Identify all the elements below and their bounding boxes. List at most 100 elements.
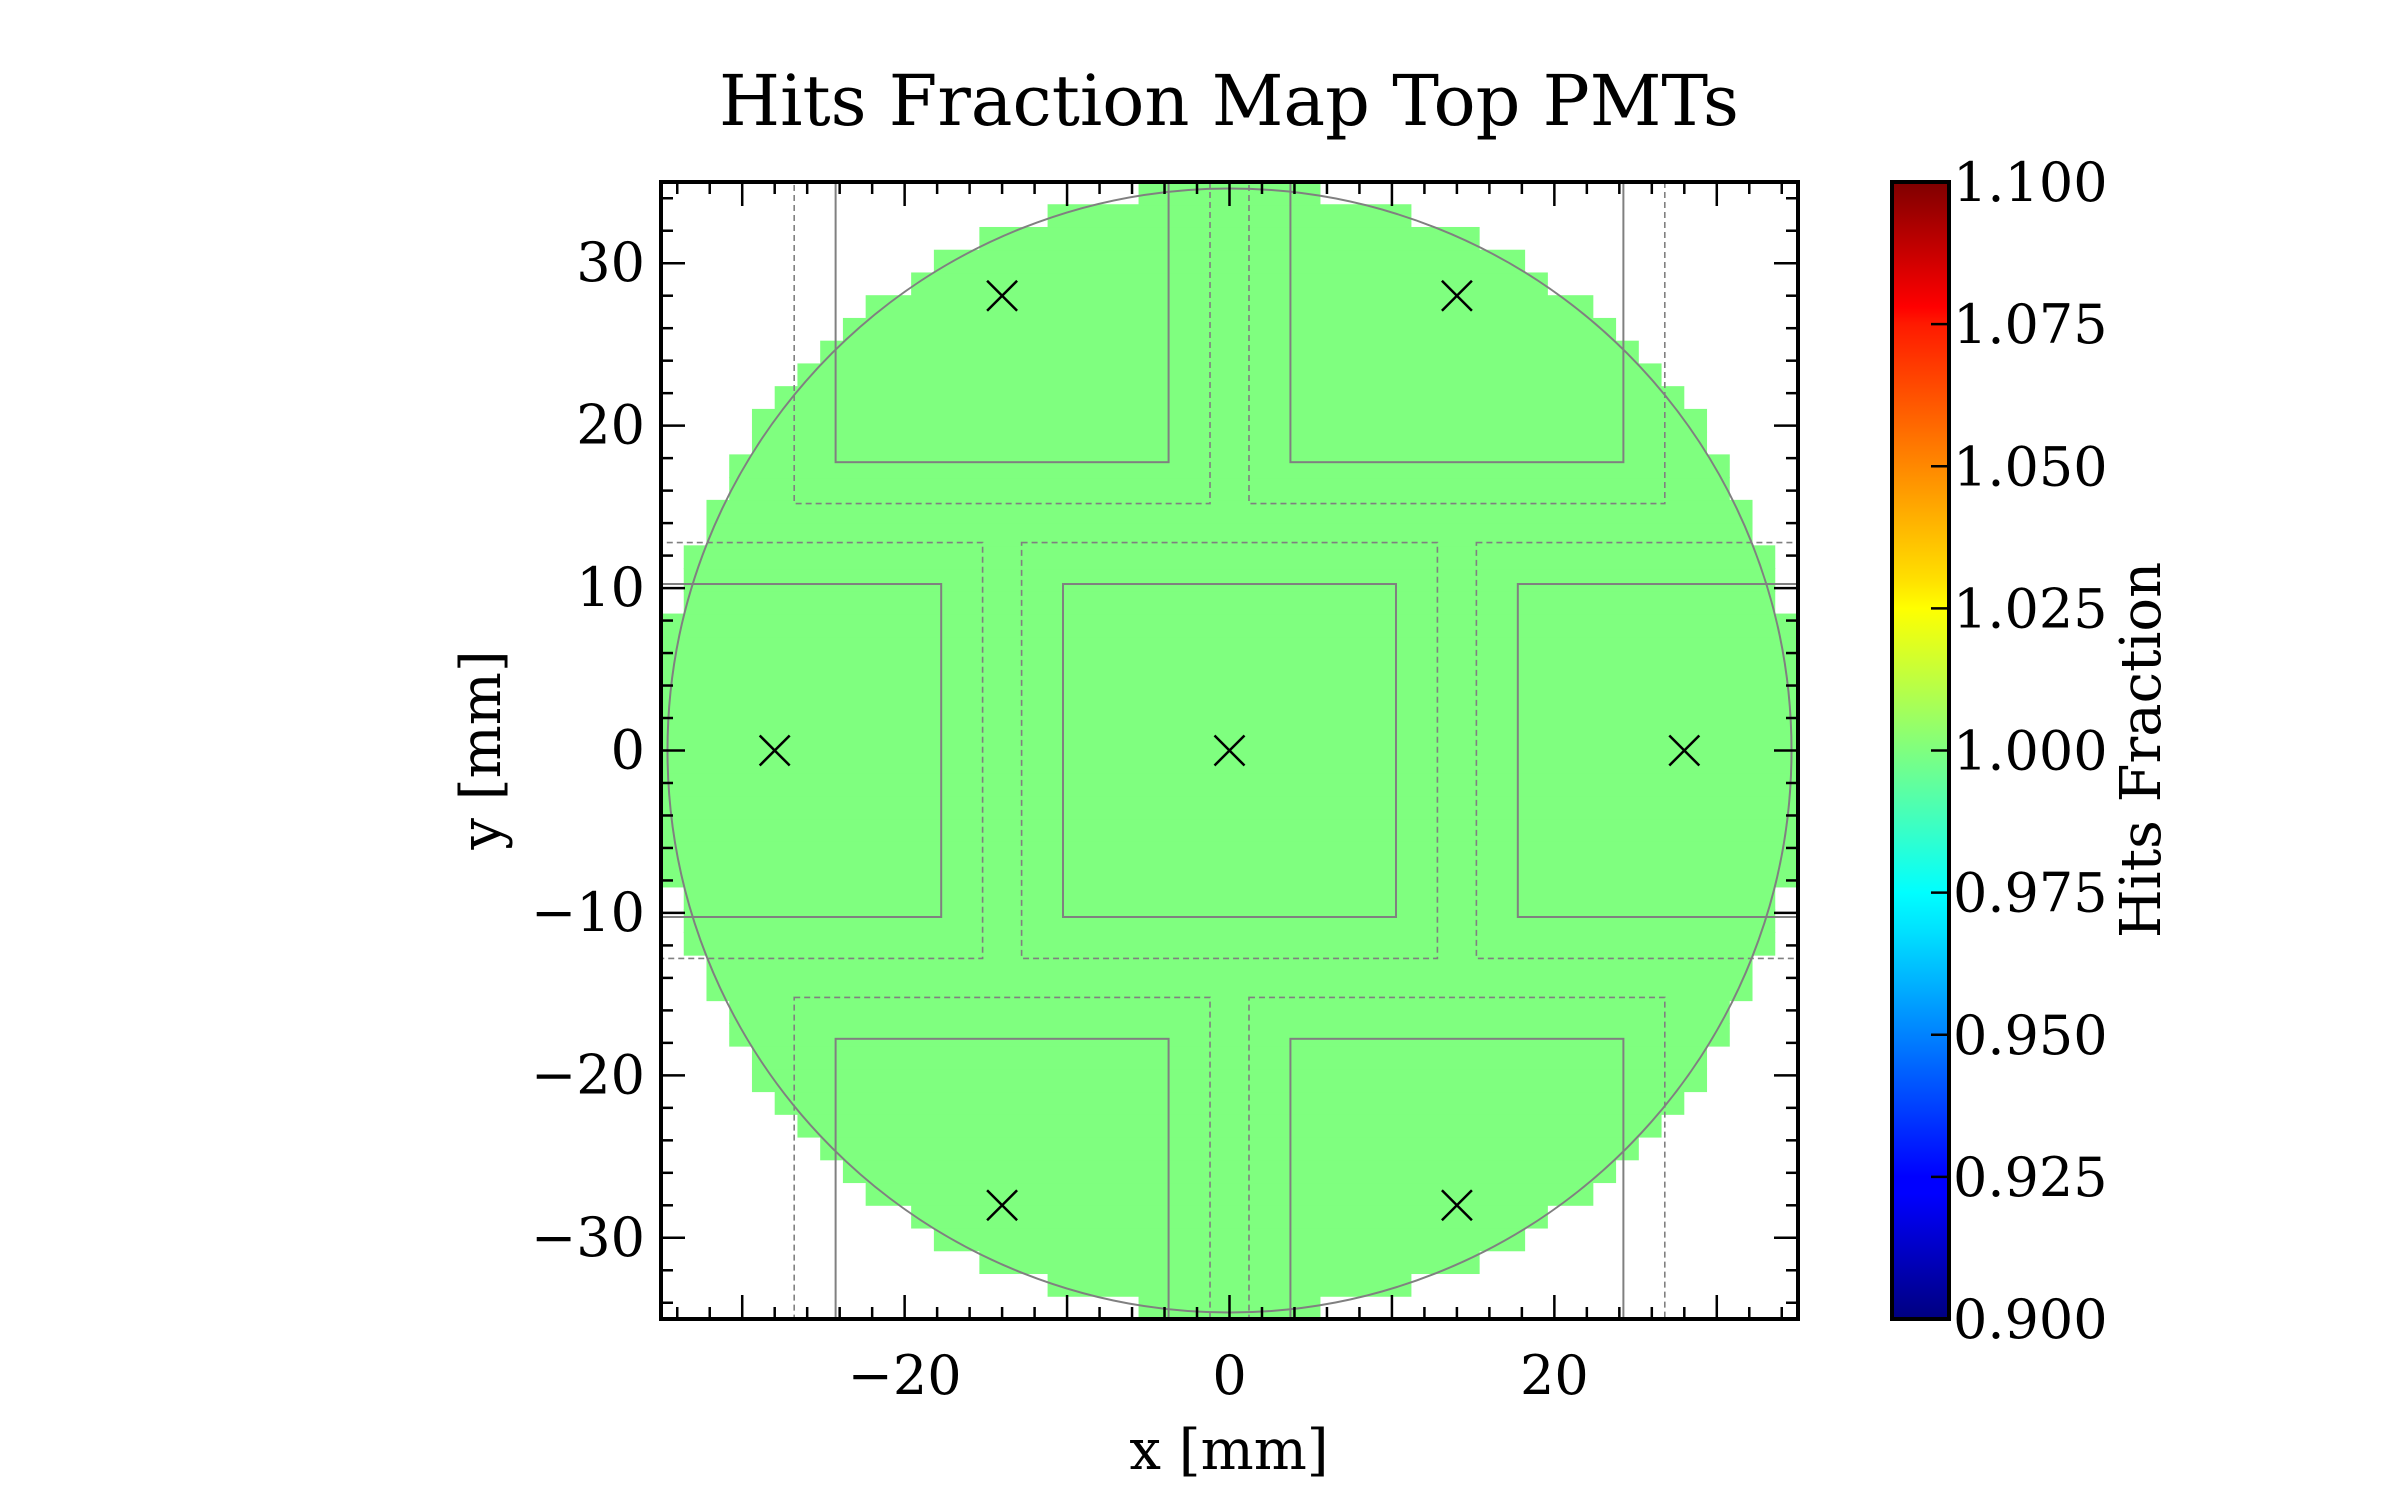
colorbar-tick-label: 1.050 [1953, 435, 2108, 498]
heatmap-row [1047, 204, 1412, 228]
heatmap-row [729, 1022, 1730, 1047]
pmt-center-marker [1213, 734, 1246, 767]
pmt-center-marker [1668, 734, 1701, 767]
pmt-outer-outline [1248, 182, 1666, 505]
heatmap-row [683, 886, 1776, 911]
heatmap-row [661, 636, 1798, 661]
heatmap-row [661, 659, 1798, 683]
pmt-outer-outline [661, 541, 984, 960]
colorbar-tick-label: 1.075 [1953, 293, 2108, 356]
colorbar-tick-label: 1.025 [1953, 577, 2108, 640]
colorbar: 0.900 0.925 0.950 0.975 1.000 1.025 1.050 1.075… [1890, 151, 2174, 1351]
y-tick-label: 20 [576, 394, 645, 457]
heatmap-row [706, 977, 1753, 1002]
heatmap-row [865, 295, 1594, 319]
heatmap-row [683, 545, 1776, 570]
heatmap-pixels [661, 182, 1798, 1319]
heatmap-row [774, 386, 1685, 410]
plot-area [661, 182, 1798, 1319]
pmt-outer-outline [793, 182, 1211, 505]
pmt-active-outline [834, 1037, 1170, 1319]
heatmap-row [797, 363, 1662, 388]
heatmap-row [683, 590, 1776, 615]
y-tick-label: 30 [576, 231, 645, 294]
heatmap-row [933, 1227, 1526, 1252]
heatmap-row [797, 1113, 1662, 1138]
heatmap-row [865, 1182, 1594, 1206]
axis-ticks [661, 182, 1798, 1319]
heatmap-row [911, 1204, 1548, 1229]
heatmap-row [774, 1091, 1685, 1115]
y-tick-labels: −30 −20 −10 0 10 20 30 [531, 231, 645, 1269]
pmt-center-marker [1441, 1189, 1473, 1222]
colorbar-tick-label: 1.000 [1953, 720, 2108, 783]
chart-title: Hits Fraction Map Top PMTs [719, 60, 1739, 142]
heatmap-row [706, 522, 1753, 547]
heatmap-row [933, 249, 1526, 274]
heatmap-row [729, 1000, 1730, 1024]
heatmap-row [661, 795, 1798, 820]
heatmap-row [979, 226, 1480, 251]
pmt-center-marker [1441, 279, 1473, 312]
heatmap-row [911, 272, 1548, 297]
y-axis-label: y [mm] [449, 650, 514, 850]
y-tick-label: −30 [531, 1206, 645, 1269]
x-axis-label: x [mm] [1129, 1418, 1328, 1483]
heatmap-row [979, 1250, 1480, 1275]
colorbar-tick-label: 0.900 [1953, 1288, 2108, 1351]
y-tick-label: −10 [531, 881, 645, 944]
pmt-outer-outline [793, 996, 1211, 1319]
heatmap-row [751, 1045, 1708, 1070]
heatmap-row [661, 727, 1798, 751]
colorbar-ticks: 0.900 0.925 0.950 0.975 1.000 1.025 1.050 1.075… [1931, 151, 2108, 1351]
colorbar-tick-label: 0.975 [1953, 862, 2108, 925]
heatmap-row [683, 909, 1776, 933]
pmt-outer-outline [1248, 996, 1666, 1319]
pmt-markers [758, 279, 1701, 1222]
pmt-active-outline [1516, 583, 1798, 918]
colorbar-label: Hits Fraction [2109, 562, 2174, 938]
x-tick-label: 0 [1212, 1344, 1246, 1407]
y-tick-label: 0 [611, 719, 645, 782]
heatmap-row [661, 863, 1798, 888]
heatmap-row [1047, 1273, 1412, 1297]
heatmap-row [706, 499, 1753, 524]
heatmap-row [751, 408, 1708, 433]
x-tick-label: 20 [1520, 1344, 1589, 1407]
pmt-center-marker [758, 734, 791, 767]
pmt-active-outline [1289, 182, 1625, 464]
heatmap-row [661, 772, 1798, 797]
heatmap-row [661, 613, 1798, 638]
heatmap-row [661, 818, 1798, 842]
y-tick-label: −20 [531, 1043, 645, 1106]
heatmap-row [751, 431, 1708, 456]
pmt-active-outline [834, 182, 1170, 464]
heatmap-row [729, 454, 1730, 479]
heatmap-row [661, 681, 1798, 706]
colorbar-tick-label: 1.100 [1953, 151, 2108, 214]
pmt-outlines [661, 182, 1798, 1319]
heatmap-row [661, 750, 1798, 774]
pmt-center-marker [986, 1189, 1018, 1222]
heatmap-row [820, 1136, 1639, 1161]
pmt-center-marker [986, 279, 1018, 312]
pmt-active-outline [661, 583, 943, 918]
pmt-active-outline [1289, 1037, 1625, 1319]
heatmap-row [842, 1159, 1617, 1184]
y-tick-label: 10 [576, 556, 645, 619]
heatmap-row [751, 1068, 1708, 1093]
heatmap-row [661, 840, 1798, 865]
heatmap-row [820, 340, 1639, 365]
colorbar-tick-label: 0.950 [1953, 1004, 2108, 1067]
heatmap-row [683, 931, 1776, 956]
pmt-active-outline [1062, 583, 1397, 918]
heatmap-row [661, 704, 1798, 729]
heatmap-row [729, 477, 1730, 501]
heatmap-row [706, 954, 1753, 979]
x-tick-label: −20 [848, 1344, 962, 1407]
pmt-outer-outline [1475, 541, 1798, 960]
colorbar-tick-label: 0.925 [1953, 1146, 2108, 1209]
heatmap-row [683, 568, 1776, 592]
pmt-outer-outline [1020, 541, 1439, 960]
